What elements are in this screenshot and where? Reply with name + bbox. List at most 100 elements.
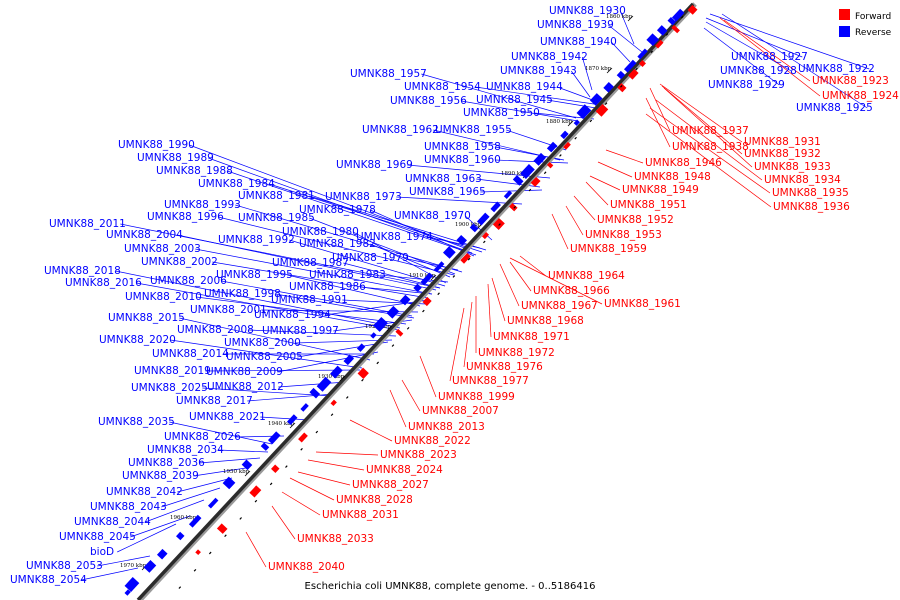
reverse-gene-feature — [188, 514, 202, 528]
forward-gene-feature — [638, 59, 646, 68]
forward-gene-feature — [671, 24, 680, 34]
reverse-gene-feature — [603, 81, 614, 93]
reverse-connector — [227, 170, 477, 256]
forward-gene-feature — [530, 176, 541, 187]
forward-gene-label: UMNK88_1937 — [672, 125, 749, 137]
reverse-gene-label: UMNK88_1996 — [147, 211, 224, 223]
reverse-gene-label: UMNK88_2003 — [124, 243, 201, 255]
minor-feature — [665, 33, 669, 36]
reverse-gene-feature — [420, 272, 434, 286]
reverse-connector — [309, 217, 456, 275]
minor-feature — [422, 309, 425, 313]
forward-connector — [389, 389, 407, 428]
reverse-gene-feature — [316, 376, 332, 392]
forward-connector — [499, 263, 520, 307]
forward-gene-label: UMNK88_1976 — [466, 361, 543, 373]
tick-mark — [386, 325, 393, 332]
minor-feature — [224, 534, 227, 538]
reverse-connector — [97, 555, 151, 567]
forward-gene-label: UMNK88_1961 — [604, 298, 681, 310]
tick-mark — [339, 375, 346, 382]
reverse-connector — [611, 41, 631, 63]
reverse-connector — [218, 449, 269, 453]
reverse-gene-label: UMNK88_1965 — [409, 186, 486, 198]
forward-gene-feature — [195, 549, 201, 556]
reverse-gene-feature — [370, 332, 377, 339]
reverse-gene-label: UMNK88_2036 — [128, 457, 205, 469]
forward-connector — [659, 83, 743, 143]
reverse-connector — [169, 421, 273, 445]
reverse-gene-label: UMNK88_1979 — [332, 252, 409, 264]
minor-feature — [635, 67, 638, 71]
forward-gene-label: UMNK88_2013 — [408, 421, 485, 433]
reverse-connector — [260, 416, 311, 421]
forward-gene-label: UMNK88_2027 — [352, 479, 429, 491]
reverse-gene-label: UMNK88_2016 — [65, 277, 142, 289]
tick-label: 1890 kbp — [501, 171, 528, 177]
reverse-connector — [360, 286, 433, 295]
reverse-gene-label: UMNK88_2002 — [141, 256, 218, 268]
tick-label: 1930 kbp — [318, 374, 345, 380]
forward-gene-feature — [617, 83, 627, 93]
reverse-gene-label: UMNK88_2054 — [10, 574, 87, 586]
reverse-gene-label: UMNK88_2011 — [49, 218, 126, 230]
forward-gene-label: UMNK88_1964 — [548, 270, 625, 282]
forward-gene-feature — [482, 232, 490, 240]
reverse-connector — [571, 70, 591, 98]
legend-reverse-label: Reverse — [855, 28, 892, 38]
reverse-connector — [705, 17, 803, 58]
reverse-gene-label: UMNK88_1984 — [198, 178, 275, 190]
reverse-gene-feature — [309, 387, 321, 399]
tick-label: 1860 kbp — [606, 14, 633, 20]
minor-feature — [513, 206, 517, 209]
reverse-gene-label: UMNK88_1925 — [796, 102, 873, 114]
reverse-connector — [235, 204, 463, 273]
reverse-connector — [495, 159, 569, 164]
reverse-gene-label: UMNK88_1974 — [356, 231, 433, 243]
reverse-gene-label: UMNK88_1944 — [486, 81, 563, 93]
reverse-gene-label: UMNK88_2009 — [206, 366, 283, 378]
forward-gene-label: UMNK88_2028 — [336, 494, 413, 506]
forward-gene-feature — [249, 485, 262, 498]
tick-label: 1910 kbp — [409, 273, 436, 279]
reverse-gene-label: UMNK88_1945 — [476, 94, 553, 106]
minor-feature — [178, 586, 182, 589]
reverse-gene-label: UMNK88_2026 — [164, 431, 241, 443]
tick-mark — [430, 274, 437, 281]
reverse-gene-label: UMNK88_1978 — [299, 204, 376, 216]
forward-gene-feature — [628, 68, 639, 80]
reverse-connector — [461, 100, 579, 122]
forward-connector — [597, 161, 633, 178]
reverse-connector — [476, 178, 541, 188]
reverse-connector — [547, 99, 597, 109]
reverse-gene-label: UMNK88_1960 — [424, 154, 501, 166]
reverse-connector — [130, 515, 191, 538]
reverse-gene-feature — [573, 119, 580, 126]
tick-label: 1870 kbp — [585, 66, 612, 72]
reverse-gene-feature — [512, 175, 524, 186]
reverse-gene-feature — [469, 223, 479, 233]
forward-connector — [487, 283, 492, 338]
reverse-gene-label: UMNK88_2045 — [59, 531, 136, 543]
forward-gene-label: UMNK88_1934 — [764, 174, 841, 186]
reverse-gene-feature — [356, 343, 366, 352]
forward-gene-label: UMNK88_1949 — [622, 184, 699, 196]
reverse-gene-feature — [399, 294, 411, 306]
forward-connector — [663, 87, 753, 168]
reverse-gene-label: UMNK88_2017 — [176, 395, 253, 407]
reverse-connector — [136, 282, 399, 331]
reverse-connector — [325, 299, 429, 316]
reverse-connector — [297, 341, 389, 358]
gene-features — [124, 4, 698, 596]
reverse-gene-label: UMNK88_1982 — [299, 238, 376, 250]
reverse-gene-label: UMNK88_2001 — [190, 304, 267, 316]
reverse-connector — [581, 56, 593, 91]
forward-connector — [519, 255, 547, 277]
forward-connector — [289, 477, 335, 501]
forward-connector — [449, 307, 465, 382]
forward-gene-feature — [357, 367, 369, 379]
reverse-gene-feature — [260, 442, 270, 451]
forward-gene-feature — [546, 161, 554, 169]
genome-caption: Escherichia coli UMNK88, complete genome… — [305, 581, 596, 592]
minor-feature — [208, 551, 212, 555]
